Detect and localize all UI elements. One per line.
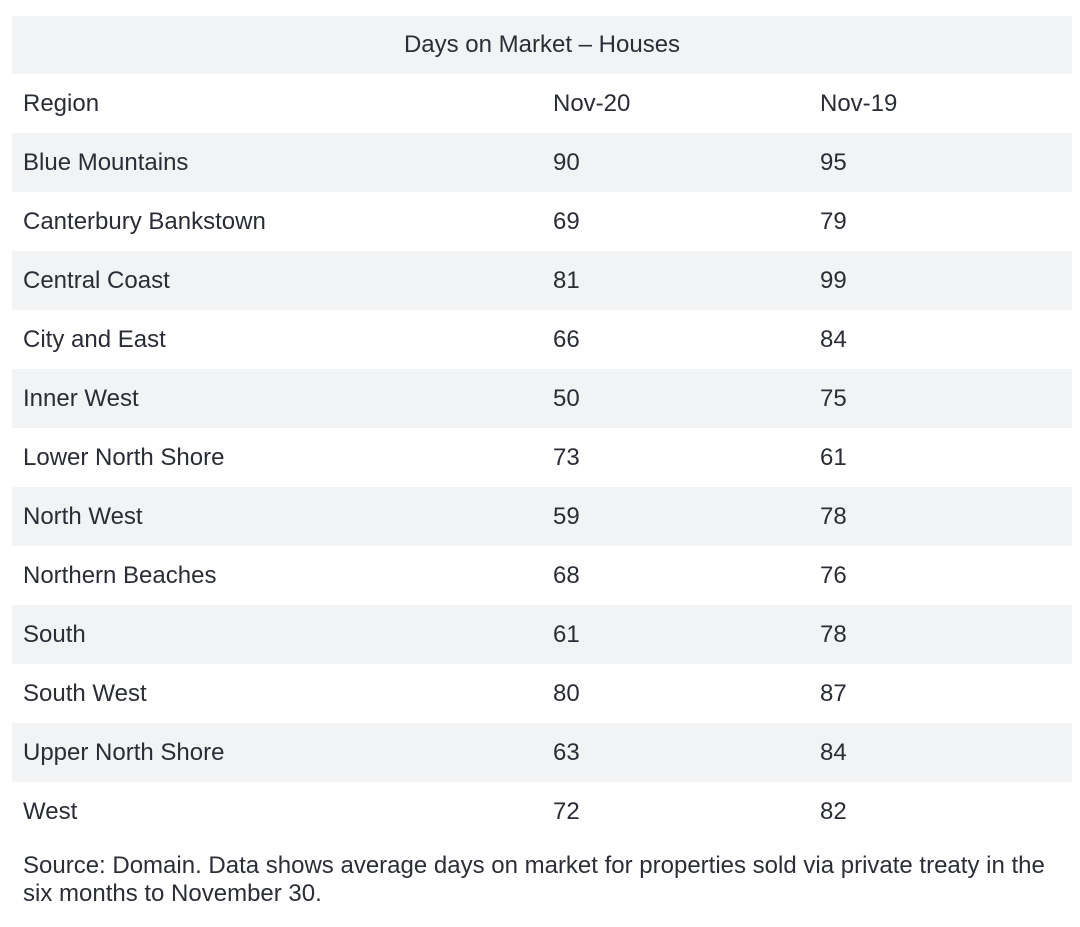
table-title: Days on Market – Houses [12, 16, 1072, 74]
nov-20-cell: 72 [553, 798, 580, 825]
nov-20-cell: 90 [553, 149, 580, 176]
nov-19-cell: 84 [820, 326, 847, 353]
region-cell: Blue Mountains [23, 149, 189, 176]
region-cell: Canterbury Bankstown [23, 208, 266, 235]
nov-19-cell: 76 [820, 562, 847, 589]
source-note: Source: Domain. Data shows average days … [23, 852, 1045, 907]
nov-19-cell: 82 [820, 798, 847, 825]
table-row: South West 80 87 [12, 664, 1072, 723]
region-cell: Upper North Shore [23, 739, 225, 766]
region-cell: Northern Beaches [23, 562, 217, 589]
nov-20-cell: 66 [553, 326, 580, 353]
nov-20-cell: 63 [553, 739, 580, 766]
table-row: North West 59 78 [12, 487, 1072, 546]
region-cell: South West [23, 680, 147, 707]
table-row: South 61 78 [12, 605, 1072, 664]
table-row: Central Coast 81 99 [12, 251, 1072, 310]
region-cell: Central Coast [23, 267, 170, 294]
nov-19-cell: 78 [820, 621, 847, 648]
table-row: Northern Beaches 68 76 [12, 546, 1072, 605]
region-cell: West [23, 798, 78, 825]
nov-19-cell: 84 [820, 739, 847, 766]
nov-20-cell: 73 [553, 444, 580, 471]
header-region: Region [23, 90, 100, 117]
table-row: City and East 66 84 [12, 310, 1072, 369]
region-cell: South [23, 621, 86, 648]
table-row: Canterbury Bankstown 69 79 [12, 192, 1072, 251]
region-cell: City and East [23, 326, 166, 353]
nov-20-cell: 81 [553, 267, 580, 294]
nov-19-cell: 99 [820, 267, 847, 294]
nov-20-cell: 59 [553, 503, 580, 530]
header-nov-20: Nov-20 [553, 90, 631, 117]
region-cell: Inner West [23, 385, 139, 412]
nov-19-cell: 78 [820, 503, 847, 530]
header-row: Region Nov-20 Nov-19 [12, 74, 1072, 133]
nov-20-cell: 61 [553, 621, 580, 648]
nov-19-cell: 75 [820, 385, 847, 412]
days-on-market-table: Days on Market – Houses Region Nov-20 No… [12, 16, 1072, 841]
region-cell: Lower North Shore [23, 444, 225, 471]
table-row: Inner West 50 75 [12, 369, 1072, 428]
table-row: Blue Mountains 90 95 [12, 133, 1072, 192]
table-row: West 72 82 [12, 782, 1072, 841]
nov-19-cell: 95 [820, 149, 847, 176]
table-row: Lower North Shore 73 61 [12, 428, 1072, 487]
nov-19-cell: 87 [820, 680, 847, 707]
region-cell: North West [23, 503, 143, 530]
nov-20-cell: 50 [553, 385, 580, 412]
header-nov-19: Nov-19 [820, 90, 898, 117]
nov-20-cell: 69 [553, 208, 580, 235]
nov-20-cell: 80 [553, 680, 580, 707]
nov-19-cell: 61 [820, 444, 847, 471]
nov-20-cell: 68 [553, 562, 580, 589]
table-row: Upper North Shore 63 84 [12, 723, 1072, 782]
nov-19-cell: 79 [820, 208, 847, 235]
